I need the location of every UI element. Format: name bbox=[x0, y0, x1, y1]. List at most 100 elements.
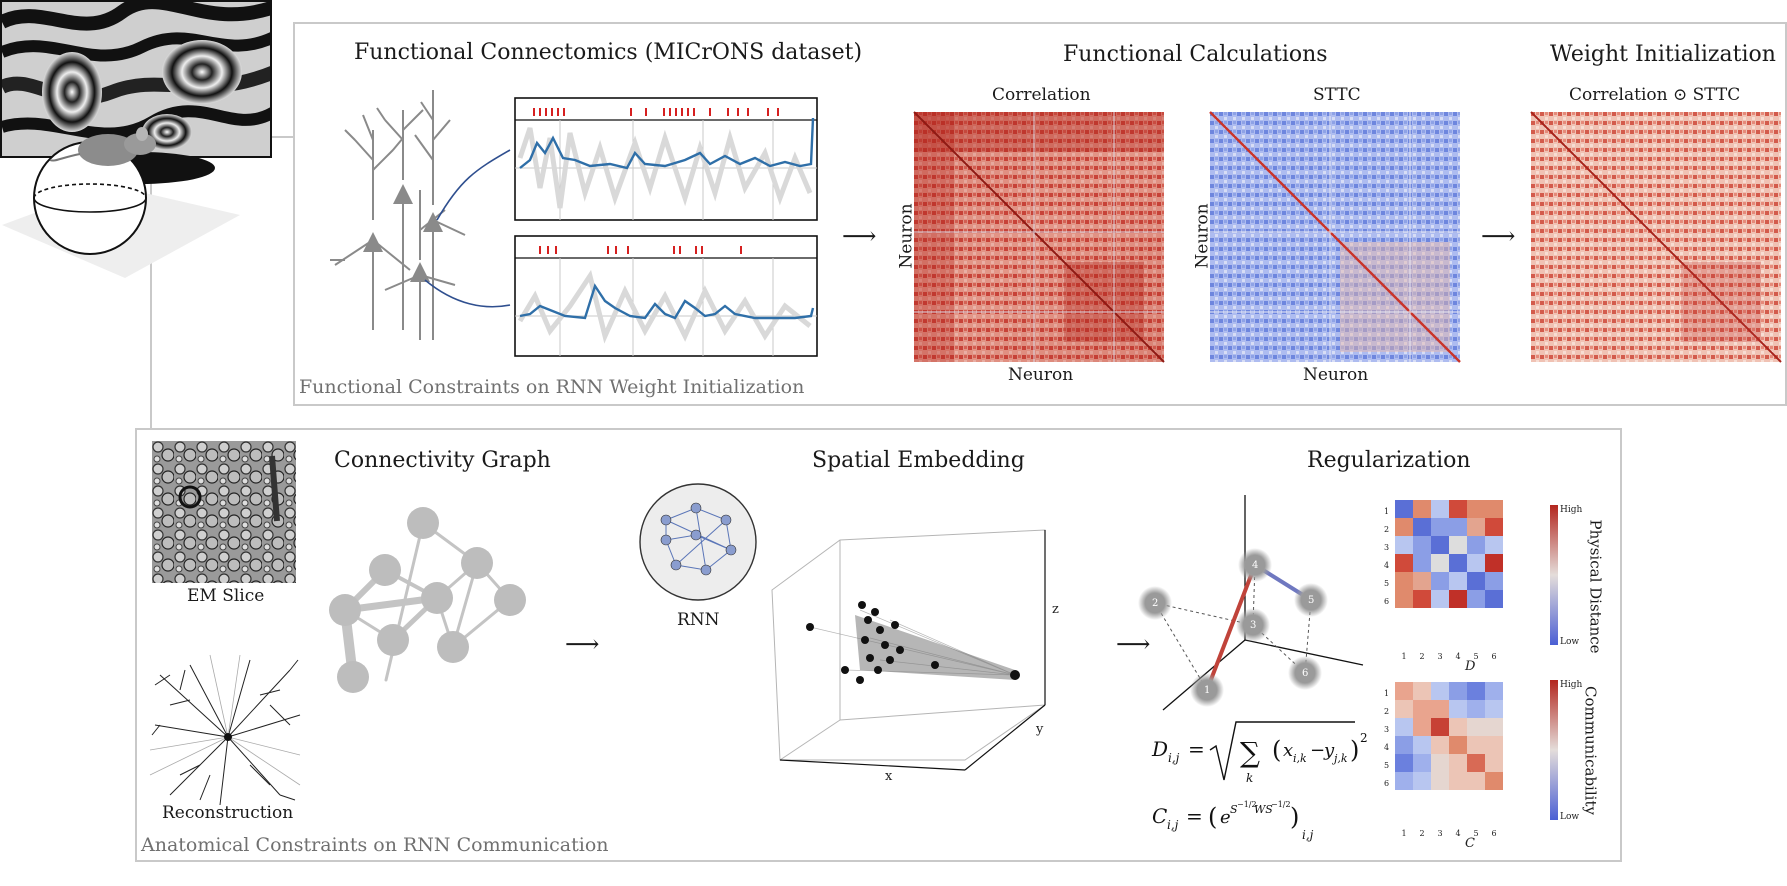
trace-box-2 bbox=[514, 235, 818, 357]
tick: 1 bbox=[1401, 652, 1407, 661]
functional-calculations-title: Functional Calculations bbox=[1063, 42, 1328, 67]
tick: 2 bbox=[1384, 707, 1390, 716]
tick: 4 bbox=[1455, 652, 1461, 661]
rnn-label: RNN bbox=[677, 610, 720, 630]
node-label-3: 3 bbox=[1250, 620, 1257, 631]
correlation-y-axis-label: Neuron bbox=[896, 203, 917, 269]
tick: 3 bbox=[1384, 543, 1390, 552]
graph-node bbox=[407, 507, 439, 539]
tick: 6 bbox=[1384, 597, 1390, 606]
tick: 4 bbox=[1455, 829, 1461, 838]
svg-text:S: S bbox=[1230, 803, 1238, 816]
em-slice-image bbox=[152, 441, 296, 583]
svg-text:i,j: i,j bbox=[1302, 828, 1314, 842]
correlation-matrix bbox=[913, 111, 1165, 363]
tick: 5 bbox=[1473, 652, 1479, 661]
reconstruction-label: Reconstruction bbox=[162, 803, 294, 823]
rnn-circle-illustration bbox=[639, 483, 757, 601]
embedded-nodes-diagram bbox=[1138, 495, 1364, 711]
graph-node bbox=[369, 554, 401, 586]
tick: 5 bbox=[1473, 829, 1479, 838]
sttc-label: STTC bbox=[1313, 85, 1361, 105]
node-label-2: 2 bbox=[1152, 598, 1159, 609]
tick: 2 bbox=[1419, 829, 1425, 838]
svg-text:−1/2: −1/2 bbox=[1271, 800, 1291, 809]
svg-text:D: D bbox=[1151, 737, 1168, 761]
graph-node bbox=[437, 631, 469, 663]
svg-text:): ) bbox=[1290, 803, 1299, 831]
svg-text:−1/2: −1/2 bbox=[1237, 800, 1257, 809]
svg-text:(: ( bbox=[1272, 736, 1281, 764]
trace-box-1 bbox=[514, 97, 818, 221]
svg-text:=: = bbox=[1186, 804, 1203, 828]
svg-text:i,j: i,j bbox=[1168, 751, 1180, 765]
communicability-matrix-c bbox=[1395, 682, 1503, 790]
arrow-to-weights: ⟶ bbox=[1481, 222, 1516, 250]
tick: 3 bbox=[1437, 829, 1443, 838]
svg-text:WS: WS bbox=[1254, 803, 1273, 816]
d-matrix-caption: D bbox=[1465, 659, 1476, 674]
functional-connectomics-title: Functional Connectomics (MICrONS dataset… bbox=[354, 40, 863, 65]
connectivity-graph-title: Connectivity Graph bbox=[334, 448, 551, 473]
c-matrix-col-ticks: 1 2 3 4 5 6 bbox=[1395, 829, 1503, 838]
c-colorbar-title: Communicability bbox=[1581, 686, 1600, 815]
node-label-1: 1 bbox=[1204, 685, 1211, 696]
graph-node bbox=[494, 584, 526, 616]
tick: 1 bbox=[1384, 507, 1390, 516]
arrow-to-regularization: ⟶ bbox=[1116, 630, 1151, 658]
svg-text:∑: ∑ bbox=[1240, 736, 1260, 769]
node-label-5: 5 bbox=[1308, 595, 1315, 606]
sttc-y-axis-label: Neuron bbox=[1192, 203, 1213, 269]
c-colorbar-low: Low bbox=[1560, 812, 1580, 822]
anatomical-panel-footer: Anatomical Constraints on RNN Communicat… bbox=[141, 834, 609, 856]
svg-text:C: C bbox=[1152, 804, 1167, 828]
d-matrix-col-ticks: 1 2 3 4 5 6 bbox=[1395, 652, 1503, 661]
tick: 6 bbox=[1384, 779, 1390, 788]
node-label-6: 6 bbox=[1302, 668, 1309, 679]
graph-node bbox=[421, 582, 453, 614]
svg-text:i,j: i,j bbox=[1167, 818, 1179, 832]
screen-connector-line bbox=[150, 138, 152, 438]
graph-node bbox=[337, 661, 369, 693]
functional-panel-footer: Functional Constraints on RNN Weight Ini… bbox=[299, 376, 805, 398]
correlation-label: Correlation bbox=[992, 85, 1091, 105]
tick: 4 bbox=[1384, 561, 1390, 570]
axis-x-label: x bbox=[885, 769, 893, 784]
tick: 2 bbox=[1419, 652, 1425, 661]
svg-text:j,k: j,k bbox=[1331, 752, 1348, 765]
arrow-to-calculations: ⟶ bbox=[842, 222, 877, 250]
c-colorbar-high: High bbox=[1560, 680, 1583, 690]
pyramidal-neurons-illustration bbox=[330, 90, 511, 340]
axis-y-label: y bbox=[1036, 722, 1044, 737]
sttc-matrix bbox=[1209, 111, 1461, 363]
distance-matrix-d bbox=[1395, 500, 1503, 608]
svg-text:k: k bbox=[1246, 771, 1253, 785]
mouse-on-ball-illustration bbox=[2, 127, 240, 278]
c-matrix-row-ticks: 1 2 3 4 5 6 bbox=[1384, 685, 1392, 793]
axis-z-label: z bbox=[1052, 602, 1059, 617]
arrow-to-embedding: ⟶ bbox=[565, 630, 600, 658]
regularization-title: Regularization bbox=[1307, 448, 1471, 473]
stimulus-pattern bbox=[2, 2, 270, 156]
c-colorbar bbox=[1550, 680, 1558, 820]
d-colorbar-high: High bbox=[1560, 505, 1583, 515]
svg-text:i,k: i,k bbox=[1293, 752, 1307, 765]
screen-to-panel-line bbox=[272, 136, 294, 138]
svg-text:): ) bbox=[1350, 736, 1359, 764]
neuron-reconstruction-image bbox=[149, 654, 301, 806]
tick: 6 bbox=[1491, 829, 1497, 838]
weight-init-matrix bbox=[1530, 111, 1782, 363]
3d-embedding-plot bbox=[771, 529, 1046, 771]
calcium-traces bbox=[514, 97, 818, 357]
correlation-x-axis-label: Neuron bbox=[1008, 365, 1074, 385]
weight-matrix-label: Correlation ⊙ STTC bbox=[1569, 85, 1741, 105]
tick: 4 bbox=[1384, 743, 1390, 752]
spatial-embedding-title: Spatial Embedding bbox=[812, 448, 1025, 473]
svg-text:2: 2 bbox=[1360, 731, 1368, 745]
svg-text:(: ( bbox=[1208, 803, 1217, 831]
svg-text:=: = bbox=[1188, 737, 1205, 761]
weight-initialization-title: Weight Initialization bbox=[1550, 42, 1776, 67]
tick: 1 bbox=[1384, 689, 1390, 698]
